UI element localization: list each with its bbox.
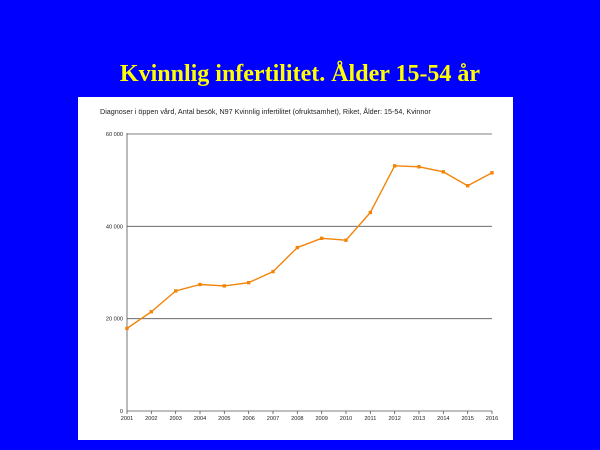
x-tick-labels: 2001 2002 2003 2004 2005 2006 2007 2008 2009 2010… — [121, 416, 498, 422]
x-tick-label: 2013 — [413, 416, 425, 422]
x-tick-label: 2016 — [486, 416, 498, 422]
data-point — [441, 170, 446, 174]
data-point — [149, 310, 154, 314]
x-tick-label: 2015 — [461, 416, 473, 422]
x-tick-label: 2009 — [315, 416, 327, 422]
gridlines — [127, 133, 492, 320]
x-tick-label: 2014 — [437, 416, 449, 422]
data-point — [490, 171, 494, 175]
data-point — [246, 280, 251, 285]
data-point — [417, 165, 421, 169]
x-tick-label: 2007 — [267, 416, 279, 422]
data-point — [465, 184, 470, 188]
series — [125, 164, 494, 331]
x-tick-label: 2008 — [291, 416, 303, 422]
data-point — [198, 282, 202, 287]
x-tick-label: 2003 — [169, 416, 181, 422]
slide-title: Kvinnlig infertilitet. Ålder 15-54 år — [119, 61, 481, 87]
data-point — [271, 269, 275, 274]
chart-panel: Diagnoser i öppen vård, Antal besök, N97… — [78, 97, 513, 440]
data-point — [295, 245, 300, 250]
data-point — [222, 284, 227, 288]
line-chart: Diagnoser i öppen vård, Antal besök, N97… — [100, 107, 498, 422]
y-tick-label: 0 — [120, 409, 123, 415]
x-tick-label: 2006 — [242, 416, 254, 422]
data-point — [392, 164, 397, 168]
x-tick-label: 2005 — [218, 416, 230, 422]
y-tick-label: 20 000 — [106, 317, 123, 323]
series-line — [126, 165, 493, 329]
data-point — [368, 210, 373, 215]
x-tick-label: 2001 — [121, 416, 133, 422]
x-tick-label: 2004 — [194, 416, 206, 422]
chart-title: Diagnoser i öppen vård, Antal besök, N97… — [100, 107, 431, 116]
data-point — [319, 236, 324, 241]
x-tick-label: 2011 — [364, 416, 376, 422]
x-tick-label: 2012 — [388, 416, 400, 422]
data-point — [344, 238, 348, 242]
data-point — [173, 289, 178, 293]
y-tick-label: 40 000 — [106, 224, 123, 230]
x-tick-label: 2010 — [340, 416, 352, 422]
y-tick-label: 60 000 — [106, 132, 123, 138]
axes — [126, 133, 493, 414]
y-tick-labels: 0 20 000 40 000 60 000 — [106, 132, 123, 415]
x-tick-label: 2002 — [145, 416, 157, 422]
data-point — [125, 326, 129, 331]
